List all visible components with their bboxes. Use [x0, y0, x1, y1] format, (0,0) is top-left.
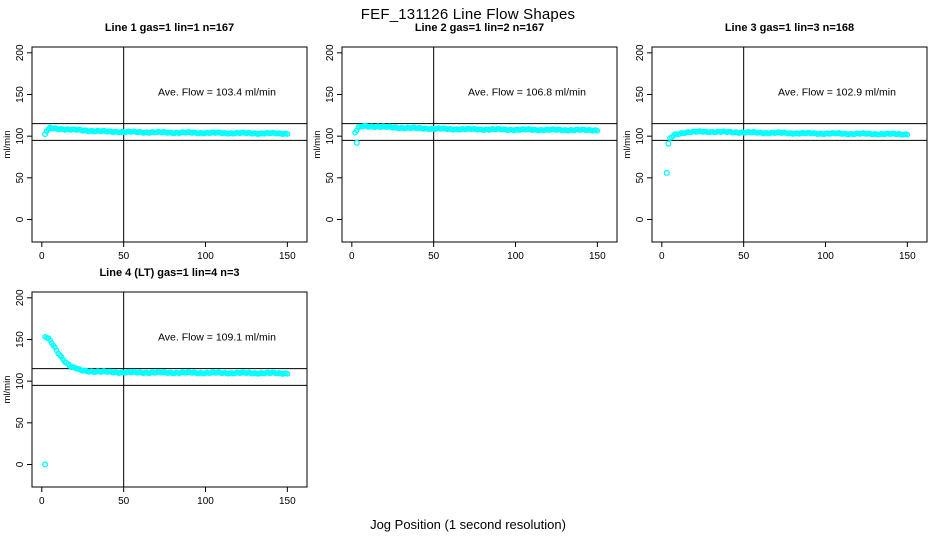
svg-text:150: 150 [279, 251, 296, 262]
svg-text:0: 0 [15, 216, 26, 222]
data-series [42, 124, 291, 138]
reference-lines [32, 292, 307, 487]
y-axis-label: ml/min [622, 131, 633, 159]
svg-text:200: 200 [635, 44, 646, 61]
svg-text:100: 100 [817, 251, 834, 262]
ave-flow-annotation: Ave. Flow = 106.8 ml/min [468, 86, 586, 98]
axes: 0 50 100 150 0 50 100 150 200 ml/min [622, 44, 916, 262]
panel-line-3: Line 3 gas=1 lin=3 n=168 0 50 100 150 0 50 100… [620, 20, 936, 282]
svg-text:150: 150 [279, 496, 296, 507]
plot-box [31, 291, 308, 488]
reference-lines [652, 47, 927, 242]
svg-text:200: 200 [325, 44, 336, 61]
panel-4-title: Line 4 (LT) gas=1 lin=4 n=3 [99, 267, 240, 279]
ave-flow-annotation: Ave. Flow = 102.9 ml/min [778, 86, 896, 98]
panel-3-title: Line 3 gas=1 lin=3 n=168 [724, 22, 855, 34]
page-title: FEF_131126 Line Flow Shapes [360, 6, 576, 23]
svg-text:0: 0 [659, 251, 665, 262]
svg-text:0: 0 [39, 496, 45, 507]
panel-1-title: Line 1 gas=1 lin=1 n=167 [104, 22, 235, 34]
y-axis-label: ml/min [2, 131, 13, 159]
panel-2-plot: 0 50 100 150 0 50 100 150 200 ml/min Ave. Flow = 1… [312, 44, 618, 262]
panel-line-2: Line 2 gas=1 lin=2 n=167 0 50 100 150 0 50 100… [310, 20, 632, 282]
plot-box [651, 46, 928, 243]
svg-text:100: 100 [15, 127, 26, 144]
reference-lines [342, 47, 617, 242]
svg-text:150: 150 [15, 331, 26, 348]
svg-text:100: 100 [15, 372, 26, 389]
svg-text:0: 0 [325, 216, 336, 222]
svg-text:50: 50 [118, 251, 130, 262]
svg-text:150: 150 [325, 86, 336, 103]
axes: 0 50 100 150 0 50 100 150 200 ml/min [2, 44, 296, 262]
ave-flow-annotation: Ave. Flow = 103.4 ml/min [158, 86, 276, 98]
svg-text:150: 150 [15, 86, 26, 103]
panel-2-title: Line 2 gas=1 lin=2 n=167 [414, 22, 545, 34]
axes: 0 50 100 150 0 50 100 150 200 ml/min [312, 44, 606, 262]
svg-text:200: 200 [15, 289, 26, 306]
svg-text:200: 200 [15, 44, 26, 61]
svg-text:50: 50 [325, 172, 336, 184]
svg-text:0: 0 [39, 251, 45, 262]
svg-text:0: 0 [15, 461, 26, 467]
plot-box [31, 46, 308, 243]
axes: 0 50 100 150 0 50 100 150 200 ml/min [2, 289, 296, 507]
data-series [663, 128, 911, 176]
panel-3-plot: 0 50 100 150 0 50 100 150 200 ml/min Ave. Flow = 1… [622, 44, 928, 262]
svg-text:100: 100 [325, 127, 336, 144]
svg-text:100: 100 [197, 496, 214, 507]
data-series [42, 334, 291, 468]
svg-text:100: 100 [507, 251, 524, 262]
y-axis-label: ml/min [2, 376, 13, 404]
svg-text:100: 100 [635, 127, 646, 144]
panel-line-1: Line 1 gas=1 lin=1 n=167 0 50 100 150 0 50 100… [0, 20, 322, 282]
ave-flow-annotation: Ave. Flow = 109.1 ml/min [158, 331, 276, 343]
reference-lines [32, 47, 307, 242]
y-axis-label: ml/min [312, 131, 323, 159]
data-series [352, 122, 601, 146]
svg-text:150: 150 [899, 251, 916, 262]
svg-text:0: 0 [349, 251, 355, 262]
svg-text:50: 50 [15, 417, 26, 429]
panel-line-4: Line 4 (LT) gas=1 lin=4 n=3 0 50 100 150 0 50… [0, 265, 322, 527]
panel-4-plot: 0 50 100 150 0 50 100 150 200 ml/min Ave. Flow = 1… [2, 289, 308, 507]
x-axis-label: Jog Position (1 second resolution) [370, 517, 566, 532]
plot-box [341, 46, 618, 243]
svg-text:100: 100 [197, 251, 214, 262]
svg-text:50: 50 [118, 496, 130, 507]
svg-text:150: 150 [589, 251, 606, 262]
svg-text:50: 50 [635, 172, 646, 184]
svg-text:0: 0 [635, 216, 646, 222]
svg-text:50: 50 [15, 172, 26, 184]
svg-text:150: 150 [635, 86, 646, 103]
panel-1-plot: 0 50 100 150 0 50 100 150 200 ml/min Ave. Flow = 1… [2, 44, 308, 262]
svg-text:50: 50 [428, 251, 440, 262]
svg-text:50: 50 [738, 251, 750, 262]
